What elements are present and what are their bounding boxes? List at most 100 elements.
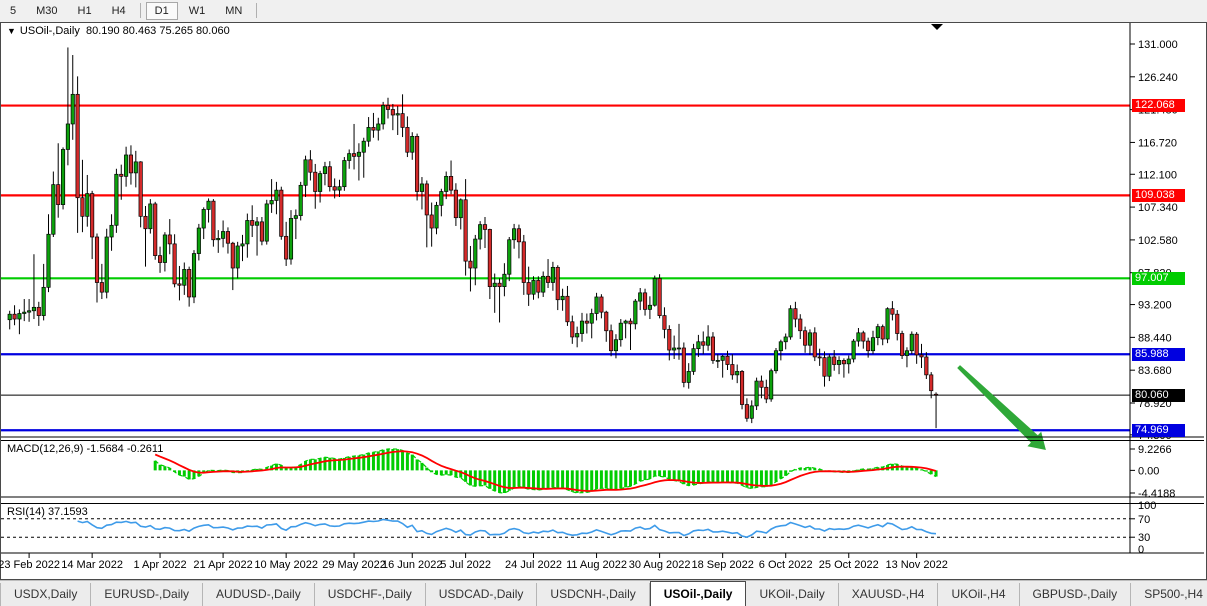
candle [555,266,560,301]
candle [715,360,720,362]
candle [885,308,890,340]
candle [361,140,366,153]
candle [366,127,371,142]
macd-histogram-bar [803,467,807,471]
candle [841,360,846,365]
macd-histogram-bar [900,466,904,471]
candle [143,215,148,230]
timeframe-button-5[interactable]: 5 [10,4,17,17]
macd-histogram-bar [565,470,569,490]
candle [410,136,415,153]
macd-histogram-bar [856,469,860,471]
candle [138,161,143,217]
candle [798,318,803,332]
macd-histogram-bar [818,469,822,471]
macd-histogram-bar [590,470,594,492]
tab-eurusd-daily[interactable]: EURUSD-,Daily [91,583,204,606]
candle [221,231,226,239]
tab-audusd-daily[interactable]: AUDUSD-,Daily [203,583,315,606]
macd-histogram-bar [313,459,317,471]
tab-usdcad-daily[interactable]: USDCAD-,Daily [426,583,538,606]
candle [313,171,318,192]
macd-histogram-bar [405,453,409,471]
macd-histogram-bar [498,470,502,493]
timeframe-button-W1[interactable]: W1 [188,4,206,17]
macd-histogram-bar [420,462,424,471]
candle [158,255,163,263]
tab-sp500-h4[interactable]: SP500-,H4 [1131,583,1207,606]
macd-histogram-bar [464,470,468,482]
candle [51,184,56,235]
candle [211,200,216,241]
tab-ukoil-daily[interactable]: UKOil-,Daily [746,583,839,606]
svg-text:0.00: 0.00 [1138,465,1159,477]
candle [672,347,677,351]
candle [764,386,769,400]
candle [822,357,827,377]
svg-text:0: 0 [1138,544,1144,556]
candle [647,304,652,310]
macd-histogram-bar [255,468,259,471]
macd-histogram-bar [648,470,652,479]
macd-histogram-bar [624,470,628,488]
tab-ukoil-h4[interactable]: UKOil-,H4 [938,583,1020,606]
toolbar-separator [139,3,141,18]
tab-usdcnh-daily[interactable]: USDCNH-,Daily [537,583,650,606]
candle [657,278,662,316]
tab-xauusd-h4[interactable]: XAUUSD-,H4 [839,583,939,606]
macd-histogram-bar [493,470,497,492]
price-level-label-122.068: 122.068 [1132,99,1185,113]
macd-histogram-bar [541,470,545,490]
price-chart-canvas[interactable]: 131.000126.240121.480116.720112.100107.3… [1,23,1204,577]
candle [60,149,66,205]
macd-histogram-bar [318,458,322,471]
svg-text:100: 100 [1138,500,1156,512]
macd-histogram-bar [401,450,405,471]
date-axis-label: 29 May 2022 [322,559,386,571]
macd-histogram-bar [726,470,729,483]
candle [463,199,468,262]
timeframe-button-MN[interactable]: MN [225,4,243,17]
candle [599,296,604,313]
candle [914,333,919,356]
candle [739,371,745,405]
candle [492,282,497,287]
macd-histogram-bar [779,470,783,479]
macd-histogram-bar [352,456,356,471]
macd-histogram-bar [653,470,657,477]
candle [172,243,177,285]
candle [7,313,12,321]
timeframe-button-H1[interactable]: H1 [77,4,92,17]
symbol-tabbar: USDX,Daily EURUSD-,Daily AUDUSD-,Daily USDC… [0,580,1207,606]
macd-histogram-bar [599,470,603,489]
candle [507,239,512,275]
price-tick-label: 102.580 [1138,235,1178,247]
candle [182,269,187,286]
candle [56,184,61,205]
candle [749,405,754,419]
macd-histogram-bar [207,470,211,472]
candle [681,347,686,383]
tab-usdchf-daily[interactable]: USDCHF-,Daily [315,583,426,606]
candle [206,200,211,210]
candle [531,280,536,295]
candle [453,189,458,219]
macd-histogram-bar [342,457,346,471]
timeframe-button-M30[interactable]: M30 [36,4,58,17]
chart-dropdown-icon[interactable]: ▼ [7,26,16,36]
date-axis-label: 24 Jul 2022 [505,559,562,571]
candle [846,358,851,365]
candle [526,282,531,295]
timeframe-button-D1[interactable]: D1 [145,1,178,20]
chart-window[interactable]: 131.000126.240121.480116.720112.100107.3… [0,22,1207,580]
candle [579,320,585,334]
tab-gbpusd-daily[interactable]: GBPUSD-,Daily [1020,583,1132,606]
timeframe-button-H4[interactable]: H4 [111,4,126,17]
macd-histogram-bar [274,463,278,471]
macd-histogram-bar [367,453,371,471]
tab-usdx-daily[interactable]: USDX,Daily [0,583,92,606]
candle [701,341,706,346]
candle [512,228,517,241]
candle [201,209,206,229]
tab-usoil-daily[interactable]: USOil-,Daily [649,581,747,606]
